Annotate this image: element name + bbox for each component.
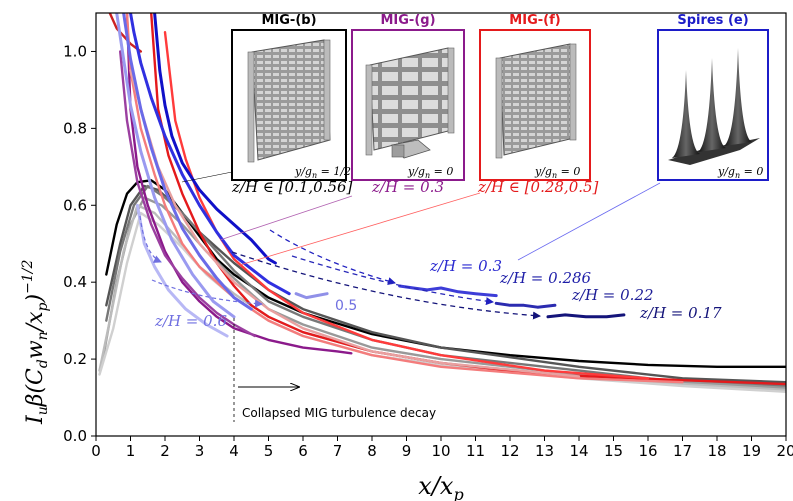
x-tick-label: 10 <box>431 442 450 460</box>
inset-f-image <box>495 43 577 159</box>
inset-spires-e: Spires (e) y/gn = 0 <box>657 13 769 181</box>
series-line <box>294 292 329 300</box>
anno-05: 0.5 <box>335 298 357 314</box>
anno-zH-f: z/H ∈ [0.28,0.5] <box>477 178 599 196</box>
x-tick-label: 19 <box>742 442 761 460</box>
connector-e <box>517 182 661 261</box>
connector-g <box>219 195 353 241</box>
series-layer <box>98 13 786 393</box>
x-tick-label: 15 <box>604 442 623 460</box>
series-line <box>105 184 786 388</box>
series-line <box>115 13 236 319</box>
inset-e-title: Spires (e) <box>677 13 748 28</box>
x-tick-label: 13 <box>535 442 554 460</box>
x-tick-label: 0 <box>91 442 101 460</box>
series-line <box>135 203 229 338</box>
y-tick-label: 0.6 <box>63 196 87 214</box>
x-ticks: 0 1 2 3 4 5 6 7 8 9 10 11 12 13 14 15 16 17 18 19 20 <box>91 436 793 460</box>
y-tick-label: 0.8 <box>63 119 87 137</box>
inset-mig-b: MIG-(b) y/gn = 1/2 <box>231 13 351 181</box>
y-tick-label: 0.2 <box>63 350 87 368</box>
inset-b-caption: y/gn = 1/2 <box>294 165 351 180</box>
inset-mig-f: MIG-(f) y/gn = 0 <box>479 13 591 181</box>
series-line <box>398 284 498 298</box>
x-axis-title: x/xp <box>418 472 463 501</box>
y-tick-label: 0.4 <box>63 273 87 291</box>
x-tick-label: 17 <box>673 442 692 460</box>
inset-f-caption: y/gn = 0 <box>534 165 580 180</box>
series-line <box>163 31 650 380</box>
arrow-blue-2 <box>291 255 494 306</box>
inset-b-image <box>247 39 331 163</box>
x-tick-label: 8 <box>367 442 377 460</box>
series-line <box>129 13 291 296</box>
series-line <box>119 50 256 338</box>
anno-zH-022: z/H = 0.22 <box>571 286 654 304</box>
arrow-light-2 <box>151 279 263 308</box>
connector-b <box>181 171 233 183</box>
inset-g-title: MIG-(g) <box>380 13 435 28</box>
series-line <box>122 13 253 311</box>
arrow-blue-1 <box>269 229 396 285</box>
x-tick-label: 18 <box>707 442 726 460</box>
x-tick-label: 7 <box>333 442 343 460</box>
y-tick-label: 0.0 <box>63 427 87 445</box>
anno-zH-0286: z/H = 0.286 <box>499 269 592 287</box>
connector-f <box>239 192 481 266</box>
x-tick-label: 9 <box>402 442 412 460</box>
arrow-light-1 <box>139 215 162 263</box>
x-tick-label: 4 <box>229 442 239 460</box>
inset-b-title: MIG-(b) <box>261 13 316 28</box>
series-line <box>105 184 786 384</box>
inset-f-title: MIG-(f) <box>509 13 560 28</box>
collapse-label: Collapsed MIG turbulence decay <box>242 406 436 420</box>
anno-zH-06: z/H = 0.6 <box>154 312 227 330</box>
series-line <box>546 313 626 319</box>
series-line <box>494 301 557 309</box>
anno-zH-g: z/H = 0.3 <box>371 178 444 196</box>
y-tick-label: 1.0 <box>63 42 87 60</box>
series-line <box>153 13 277 265</box>
x-tick-label: 11 <box>466 442 485 460</box>
x-tick-label: 6 <box>298 442 308 460</box>
anno-zH-03: z/H = 0.3 <box>429 257 502 275</box>
series-line <box>108 13 142 53</box>
x-tick-label: 3 <box>195 442 205 460</box>
x-tick-label: 14 <box>569 442 588 460</box>
x-tick-label: 16 <box>638 442 657 460</box>
inset-mig-g: MIG-(g) y/gn = 0 <box>351 13 465 181</box>
x-tick-label: 1 <box>126 442 136 460</box>
series-line <box>125 13 684 384</box>
anno-zH-017: z/H = 0.17 <box>639 304 722 322</box>
inset-e-image <box>668 48 760 165</box>
x-tick-label: 20 <box>776 442 793 460</box>
inset-g-image <box>365 47 455 159</box>
x-tick-label: 5 <box>264 442 274 460</box>
y-ticks: 0.0 0.2 0.4 0.6 0.8 1.0 <box>63 42 96 445</box>
inset-g-caption: y/gn = 0 <box>407 165 453 180</box>
anno-zH-b: z/H ∈ [0.1,0.56] <box>231 178 353 196</box>
x-tick-label: 2 <box>160 442 170 460</box>
inset-e-caption: y/gn = 0 <box>717 165 763 180</box>
x-tick-label: 12 <box>500 442 519 460</box>
y-axis-title: Iuβ(Cdwn/xp)−1/2 <box>20 260 51 425</box>
series-line <box>125 13 353 355</box>
